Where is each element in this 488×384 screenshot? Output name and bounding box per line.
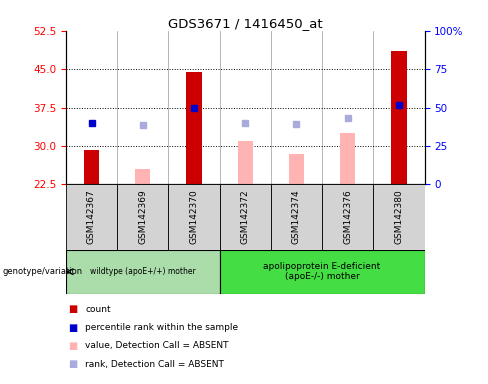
Bar <box>135 169 150 184</box>
Bar <box>322 184 373 250</box>
Text: GSM142372: GSM142372 <box>241 190 250 244</box>
Text: wildtype (apoE+/+) mother: wildtype (apoE+/+) mother <box>90 267 196 276</box>
Text: ■: ■ <box>68 359 78 369</box>
Bar <box>289 154 304 184</box>
Text: genotype/variation: genotype/variation <box>2 267 82 276</box>
Bar <box>340 133 355 184</box>
Bar <box>66 250 220 294</box>
Bar <box>66 184 117 250</box>
Text: GSM142370: GSM142370 <box>189 190 199 244</box>
Text: count: count <box>85 305 111 314</box>
Bar <box>220 250 425 294</box>
Text: ■: ■ <box>68 304 78 314</box>
Bar <box>391 51 407 184</box>
Bar <box>186 72 202 184</box>
Text: GSM142376: GSM142376 <box>343 190 352 244</box>
Text: GSM142367: GSM142367 <box>87 190 96 244</box>
Text: GSM142369: GSM142369 <box>138 190 147 244</box>
Bar <box>373 184 425 250</box>
Text: GSM142374: GSM142374 <box>292 190 301 244</box>
Text: apolipoprotein E-deficient
(apoE-/-) mother: apolipoprotein E-deficient (apoE-/-) mot… <box>264 262 381 281</box>
Text: value, Detection Call = ABSENT: value, Detection Call = ABSENT <box>85 341 229 351</box>
Text: ■: ■ <box>68 323 78 333</box>
Text: rank, Detection Call = ABSENT: rank, Detection Call = ABSENT <box>85 360 224 369</box>
Bar <box>238 141 253 184</box>
Title: GDS3671 / 1416450_at: GDS3671 / 1416450_at <box>168 17 323 30</box>
Bar <box>220 184 271 250</box>
Text: GSM142380: GSM142380 <box>394 190 404 244</box>
Bar <box>117 184 168 250</box>
Bar <box>168 184 220 250</box>
Text: percentile rank within the sample: percentile rank within the sample <box>85 323 239 332</box>
Bar <box>84 150 99 184</box>
Bar <box>271 184 322 250</box>
Text: ■: ■ <box>68 341 78 351</box>
